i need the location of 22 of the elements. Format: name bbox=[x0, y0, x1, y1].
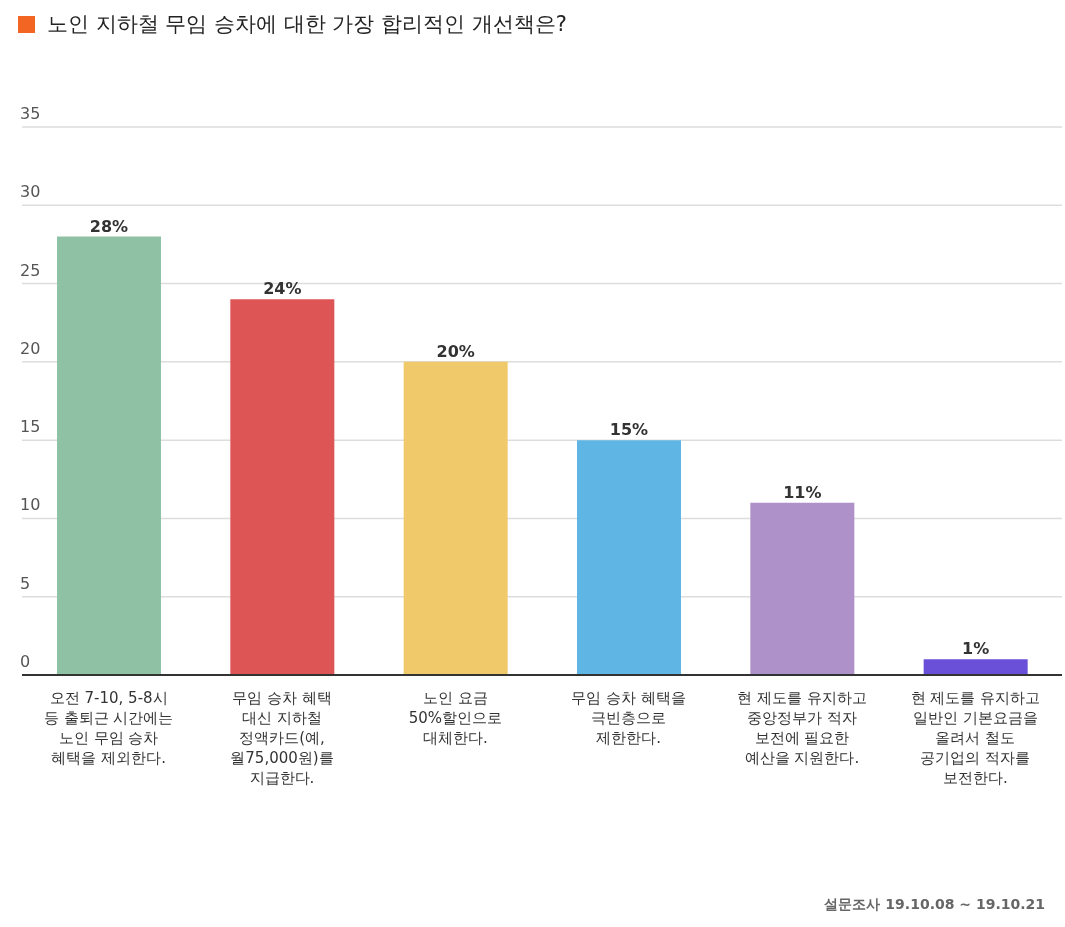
data-label: 28% bbox=[89, 216, 129, 236]
data-label: 24% bbox=[263, 279, 302, 299]
data-label: 15% bbox=[609, 420, 649, 440]
y-tick-label: 0 bbox=[20, 652, 31, 671]
chart-title: 노인 지하철 무임 승차에 대한 가장 합리적인 개선책은? bbox=[47, 11, 567, 38]
y-tick-label: 25 bbox=[20, 260, 41, 280]
y-tick-label: 35 bbox=[20, 104, 41, 123]
y-tick-label: 15 bbox=[20, 417, 41, 437]
text: 설문조사 19.10.08 ~ 19.10.21 bbox=[824, 896, 1045, 914]
x-tick-label: 무임 승차 혜택을 극빈층으로 제한한다. bbox=[571, 689, 686, 747]
data-label: 1% bbox=[962, 639, 990, 659]
y-tick-label: 20 bbox=[20, 338, 41, 358]
data-label: 11% bbox=[783, 482, 822, 502]
y-tick-label: 30 bbox=[20, 182, 41, 202]
x-tick-label: 현 제도를 유지하고 일반인 기본요금을 올려서 철도 공기업의 적자를 보전한다. bbox=[910, 689, 1041, 787]
y-tick-label: 10 bbox=[20, 495, 41, 515]
data-label: 20% bbox=[436, 341, 475, 361]
x-tick-label: 무임 승차 혜택 대신 지하철 정액카드(예, 월75,000원)를 지급한다. bbox=[230, 689, 334, 787]
x-tick-label: 현 제도를 유지하고 중앙정부가 적자 보전에 필요한 예산을 지원한다. bbox=[737, 689, 867, 767]
y-tick-label: 5 bbox=[20, 573, 31, 593]
x-tick-label: 오전 7-10, 5-8시 등 출퇴근 시간에는 노인 무임 승차 혜택을 제외한다. bbox=[43, 689, 174, 767]
x-tick-label: 노인 요금 50%할인으로 대체한다. bbox=[408, 689, 503, 747]
